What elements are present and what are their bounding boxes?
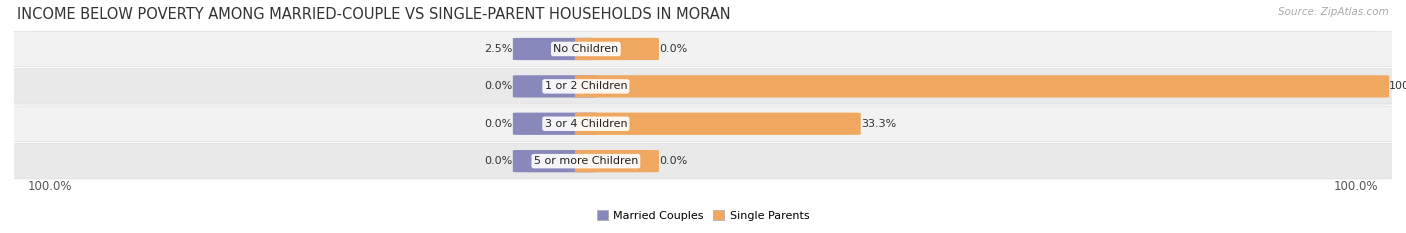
- Text: 100.0%: 100.0%: [28, 180, 72, 193]
- Text: 0.0%: 0.0%: [485, 119, 513, 129]
- Legend: Married Couples, Single Parents: Married Couples, Single Parents: [596, 210, 810, 221]
- Text: No Children: No Children: [553, 44, 619, 54]
- Text: 5 or more Children: 5 or more Children: [534, 156, 638, 166]
- Text: 0.0%: 0.0%: [659, 44, 688, 54]
- Text: 0.0%: 0.0%: [485, 156, 513, 166]
- Text: INCOME BELOW POVERTY AMONG MARRIED-COUPLE VS SINGLE-PARENT HOUSEHOLDS IN MORAN: INCOME BELOW POVERTY AMONG MARRIED-COUPL…: [17, 7, 731, 22]
- Text: 3 or 4 Children: 3 or 4 Children: [544, 119, 627, 129]
- Text: 100.0%: 100.0%: [1389, 81, 1406, 91]
- FancyBboxPatch shape: [7, 69, 1399, 104]
- Text: 2.5%: 2.5%: [485, 44, 513, 54]
- Text: 100.0%: 100.0%: [1334, 180, 1378, 193]
- Text: 0.0%: 0.0%: [485, 81, 513, 91]
- FancyBboxPatch shape: [513, 38, 598, 60]
- FancyBboxPatch shape: [513, 75, 598, 98]
- FancyBboxPatch shape: [575, 150, 659, 172]
- Text: 1 or 2 Children: 1 or 2 Children: [544, 81, 627, 91]
- FancyBboxPatch shape: [7, 143, 1399, 179]
- FancyBboxPatch shape: [7, 31, 1399, 67]
- Text: 0.0%: 0.0%: [659, 156, 688, 166]
- Text: Source: ZipAtlas.com: Source: ZipAtlas.com: [1278, 7, 1389, 17]
- FancyBboxPatch shape: [575, 75, 1389, 98]
- FancyBboxPatch shape: [575, 38, 659, 60]
- FancyBboxPatch shape: [513, 113, 598, 135]
- FancyBboxPatch shape: [7, 106, 1399, 141]
- Text: 33.3%: 33.3%: [860, 119, 896, 129]
- FancyBboxPatch shape: [575, 113, 860, 135]
- FancyBboxPatch shape: [513, 150, 598, 172]
